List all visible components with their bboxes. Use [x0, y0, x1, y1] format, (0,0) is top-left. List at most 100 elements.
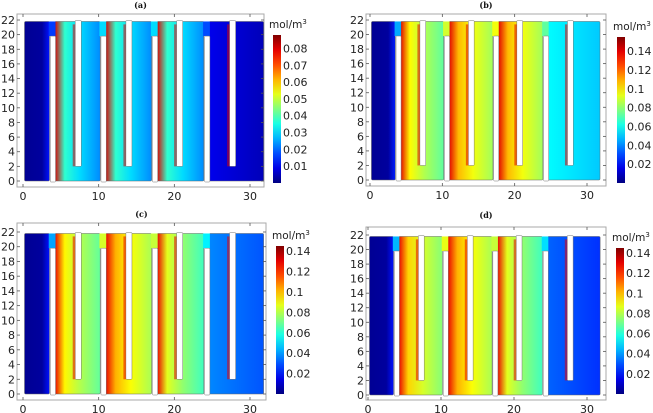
y-tick-label: 2 — [357, 374, 364, 387]
colorbar-tick-label: 0.04 — [626, 348, 651, 361]
channel-region — [24, 233, 50, 395]
panel-title: (b) — [479, 0, 492, 10]
y-tick-label: 18 — [1, 43, 15, 56]
y-tick-label: 12 — [350, 302, 364, 315]
channel-region — [208, 233, 264, 395]
channel-bridge — [48, 21, 56, 37]
peak-band — [564, 239, 568, 381]
channel-wall — [543, 35, 549, 182]
colorbar-tick-label: 0.02 — [627, 158, 652, 171]
channel-wall — [419, 20, 426, 166]
colorbar-tick-label: 0.14 — [286, 245, 311, 258]
colorbar-tick-label: 0.04 — [627, 139, 652, 152]
y-tick-label: 22 — [350, 229, 364, 242]
channel-region — [24, 21, 50, 182]
y-tick-label: 4 — [357, 145, 364, 158]
panel-d: (d) 0 10 20 30 0 2 4 6 8 10 12 14 16 18 20 22 mol/m3 0.02 0… — [330, 206, 653, 413]
y-tick-label: 8 — [357, 331, 364, 344]
channel-wall — [516, 20, 523, 166]
x-tick-label: 10 — [435, 189, 449, 202]
y-tick-label: 12 — [1, 87, 15, 100]
colorbar-tick-label: 0.02 — [626, 368, 651, 381]
y-tick-label: 18 — [1, 255, 15, 268]
x-tick-label: 0 — [367, 189, 374, 202]
channel-wall — [567, 20, 574, 166]
y-tick-label: 12 — [350, 87, 364, 100]
channel-wall — [444, 35, 450, 182]
y-tick-label: 4 — [357, 360, 364, 373]
colorbar-tick-label: 0.12 — [286, 266, 311, 279]
peak-band — [227, 236, 230, 380]
y-tick-label: 8 — [8, 116, 15, 129]
channel-wall — [204, 247, 211, 396]
channel-bridge — [542, 21, 549, 36]
colorbar-unit-label: mol/m3 — [272, 229, 310, 242]
colorbar — [273, 35, 281, 183]
channel-region — [208, 21, 264, 182]
channel-bridge — [203, 21, 210, 37]
colorbar-tick-label: 0.08 — [626, 307, 651, 320]
channel-wall — [74, 232, 82, 380]
peak-band — [72, 236, 76, 380]
panel-c: (c) 0 10 20 30 0 2 4 6 8 10 12 14 16 18 20 22 mol/m3 0.02 0… — [0, 206, 330, 413]
x-tick-label: 20 — [507, 403, 521, 413]
peak-band — [417, 24, 420, 166]
channel-wall — [395, 35, 402, 182]
channel-wall — [100, 247, 107, 396]
peak-band — [564, 24, 568, 166]
peak-band — [123, 24, 126, 167]
concentration-field — [371, 20, 601, 182]
peak-band — [72, 24, 76, 167]
concentration-field — [24, 20, 264, 183]
channel-wall — [176, 20, 183, 167]
channel-wall — [492, 250, 499, 397]
channel-wall — [204, 35, 211, 183]
panel-b: (b) 0 10 20 30 0 2 4 6 8 10 12 14 16 18 20 22 mol/m3 0.02 0… — [330, 0, 653, 206]
channel-wall — [567, 235, 574, 381]
peak-band — [513, 239, 517, 381]
panel-title: (a) — [134, 0, 147, 10]
channel-wall — [493, 35, 500, 182]
colorbar-tick-label: 0.02 — [283, 143, 308, 156]
channel-wall — [229, 20, 236, 167]
channel-bridge — [203, 233, 210, 249]
y-tick-label: 14 — [1, 285, 15, 298]
colorbar-unit-label: mol/m3 — [613, 20, 651, 33]
colorbar-tick-label: 0.07 — [283, 59, 308, 72]
colorbar-tick-label: 0.02 — [286, 368, 311, 381]
colorbar-tick-label: 0.1 — [627, 83, 645, 96]
y-tick-label: 14 — [350, 72, 364, 85]
colorbar-tick-label: 0.06 — [283, 76, 308, 89]
x-tick-label: 30 — [243, 403, 257, 413]
y-tick-label: 0 — [8, 175, 15, 188]
y-tick-label: 18 — [350, 258, 364, 271]
peak-band — [464, 239, 468, 381]
y-tick-label: 2 — [357, 159, 364, 172]
channel-wall — [100, 35, 107, 183]
colorbar-tick-label: 0.14 — [627, 45, 652, 58]
panel-title: (c) — [135, 209, 148, 219]
x-tick-label: 10 — [92, 403, 106, 413]
y-tick-label: 8 — [8, 329, 15, 342]
y-tick-label: 14 — [1, 73, 15, 86]
colorbar-tick-label: 0.14 — [626, 247, 651, 260]
channel-wall — [176, 232, 183, 380]
x-tick-label: 0 — [365, 403, 372, 413]
channel-bridge — [443, 21, 450, 36]
channel-region — [371, 21, 396, 181]
y-tick-label: 16 — [1, 58, 15, 71]
channel-bridge — [150, 21, 158, 37]
x-tick-label: 30 — [580, 403, 594, 413]
colorbar — [616, 248, 624, 394]
channel-bridge — [392, 236, 400, 251]
channel-bridge — [99, 21, 107, 37]
channel-wall — [229, 232, 236, 380]
y-tick-label: 0 — [8, 388, 15, 401]
y-tick-label: 22 — [1, 14, 15, 27]
colorbar-tick-label: 0.08 — [286, 306, 311, 319]
y-tick-label: 6 — [357, 345, 364, 358]
channel-bridge — [48, 233, 56, 249]
colorbar — [276, 246, 284, 394]
